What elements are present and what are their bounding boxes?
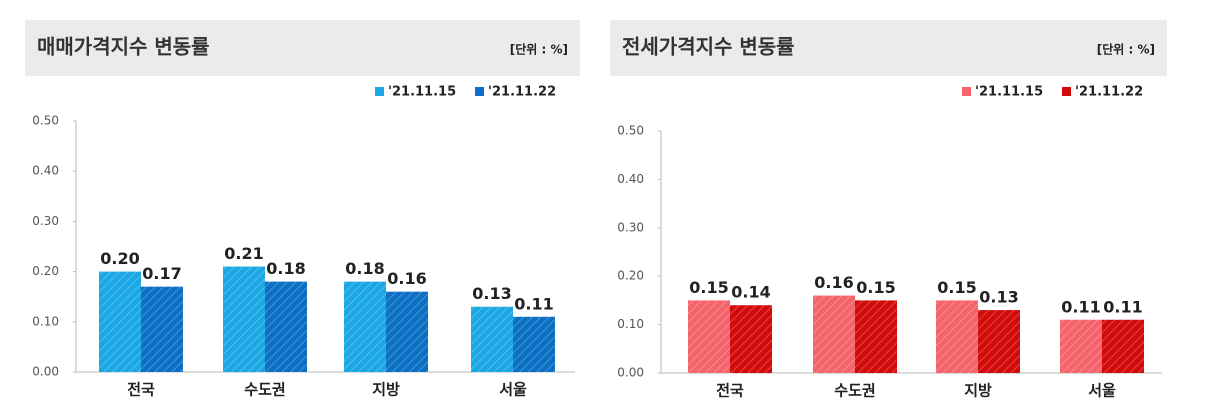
value-label: 0.21 (224, 244, 263, 263)
unit-label: [단위 : %] (510, 42, 568, 57)
value-label: 0.16 (814, 273, 853, 292)
bar-hatch (386, 291, 428, 372)
bar-hatch (1102, 319, 1144, 373)
value-label: 0.20 (100, 249, 139, 268)
bar-hatch (688, 300, 730, 373)
value-label: 0.15 (689, 278, 728, 297)
x-tick-label: 전국 (716, 382, 744, 400)
value-label: 0.11 (514, 294, 553, 313)
value-label: 0.14 (731, 283, 770, 302)
value-label: 0.13 (472, 284, 511, 303)
chart-title: 매매가격지수 변동률 (37, 35, 210, 59)
x-tick-label: 지방 (372, 381, 400, 399)
value-label: 0.18 (266, 259, 305, 278)
x-tick-label: 서울 (499, 381, 527, 399)
legend-label: '21.11.15 (975, 85, 1043, 100)
legend-swatch (1062, 87, 1071, 96)
bar-hatch (1060, 319, 1102, 373)
bar-hatch (813, 295, 855, 373)
bar-hatch (344, 281, 386, 372)
unit-label: [단위 : %] (1097, 42, 1155, 57)
y-tick-label: 0.30 (32, 214, 59, 228)
chart-title: 전세가격지수 변동률 (622, 35, 795, 59)
bar-hatch (141, 286, 183, 372)
legend-label: '21.11.22 (1075, 85, 1143, 100)
legend-label: '21.11.22 (488, 85, 556, 100)
value-label: 0.15 (856, 278, 895, 297)
x-tick-label: 수도권 (834, 382, 875, 400)
bar-hatch (855, 300, 897, 373)
x-tick-label: 지방 (964, 382, 992, 400)
y-tick-label: 0.20 (32, 264, 59, 278)
x-tick-label: 서울 (1088, 382, 1116, 400)
value-label: 0.18 (345, 259, 384, 278)
bar-hatch (265, 281, 307, 372)
bar-hatch (978, 310, 1020, 373)
value-label: 0.13 (979, 288, 1018, 307)
value-label: 0.17 (142, 264, 181, 283)
bar-hatch (936, 300, 978, 373)
y-tick-label: 0.40 (617, 172, 644, 186)
y-tick-label: 0.40 (32, 164, 59, 178)
bar-hatch (471, 306, 513, 372)
bar-hatch (223, 266, 265, 372)
y-tick-label: 0.30 (617, 220, 644, 234)
value-label: 0.15 (937, 278, 976, 297)
x-tick-label: 전국 (127, 381, 155, 399)
value-label: 0.11 (1061, 297, 1100, 316)
y-tick-label: 0.10 (617, 317, 644, 331)
x-tick-label: 수도권 (244, 381, 285, 399)
y-tick-label: 0.50 (617, 124, 644, 138)
y-tick-label: 0.20 (617, 269, 644, 283)
bar-hatch (730, 305, 772, 373)
y-tick-label: 0.00 (617, 366, 644, 380)
value-label: 0.16 (387, 269, 426, 288)
legend-swatch (375, 87, 384, 96)
bar-hatch (99, 271, 141, 372)
title-bar (25, 20, 580, 76)
bar-hatch (513, 316, 555, 372)
legend-swatch (962, 87, 971, 96)
value-label: 0.11 (1103, 297, 1142, 316)
y-tick-label: 0.50 (32, 114, 59, 128)
y-tick-label: 0.00 (32, 365, 59, 379)
legend-swatch (475, 87, 484, 96)
title-bar (610, 20, 1167, 76)
y-tick-label: 0.10 (32, 314, 59, 328)
legend-label: '21.11.15 (388, 85, 456, 100)
